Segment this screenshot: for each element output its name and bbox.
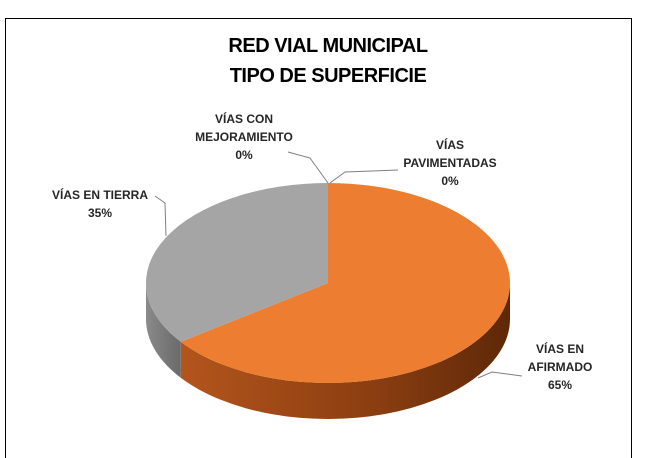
slice [180,183,511,384]
leader-line [477,371,523,379]
value-label: 0% [441,174,459,188]
data-label: VÍAS PAVIMENTADAS 0% [390,136,510,190]
data-label: VÍAS EN TIERRA 35% [30,186,170,222]
value-label: 35% [87,206,113,220]
value-label: 0% [235,148,253,162]
data-label: VÍAS CON MEJORAMIENTO 0% [185,110,303,164]
value-label: 65% [547,378,573,392]
chart-subtitle: TIPO DE SUPERFICIE [230,65,427,87]
category-label: VÍAS PAVIMENTADAS [403,138,497,170]
slice-side [180,283,510,419]
slice-side [146,283,181,378]
pie [146,183,511,419]
category-label: VÍAS EN AFIRMADO [527,342,593,374]
chart-frame [5,18,632,458]
chart-title: RED VIAL MUNICIPAL [228,35,427,57]
slice [146,183,328,342]
leader-line [329,169,399,184]
leader-line [154,195,167,237]
data-label: VÍAS EN AFIRMADO 65% [520,340,600,394]
leader-line [287,151,329,184]
category-label: VÍAS CON MEJORAMIENTO [195,112,293,144]
category-label: VÍAS EN TIERRA [51,188,148,202]
